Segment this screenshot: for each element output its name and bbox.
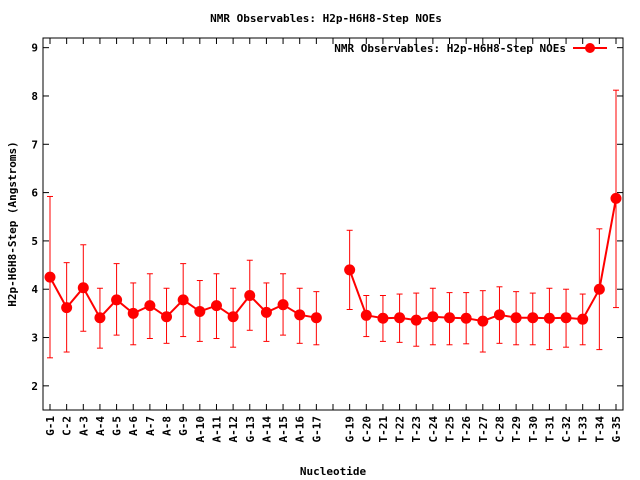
data-point [260,306,272,318]
chart-title: NMR Observables: H2p-H6H8-Step NOEs [210,12,442,25]
x-tick-label: G-9 [177,416,190,436]
x-tick-label: G-1 [44,416,57,436]
data-point [194,305,206,317]
data-points [44,192,622,327]
data-point [344,264,356,276]
y-tick-label: 4 [31,283,38,296]
data-point [177,294,189,306]
data-point [460,312,472,324]
data-point [294,309,306,321]
data-point [244,290,256,302]
y-tick-label: 7 [31,138,38,151]
x-tick-label: T-30 [527,416,540,443]
x-tick-label: G-35 [610,416,623,443]
x-tick-label: T-31 [543,416,556,443]
y-tick-label: 5 [31,235,38,248]
data-point [593,283,605,295]
data-point [577,313,589,325]
data-point [310,312,322,324]
y-tick-label: 3 [31,332,38,345]
x-tick-label: T-27 [477,416,490,443]
data-point [527,312,539,324]
x-tick-label: T-25 [444,416,457,443]
x-tick-label: T-29 [510,416,523,443]
x-tick-label: C-24 [427,416,440,443]
x-tick-label: A-11 [210,416,223,443]
series-line [49,198,617,323]
x-tick-label: T-21 [377,416,390,443]
legend-label: NMR Observables: H2p-H6H8-Step NOEs [334,42,566,55]
x-tick-label: C-32 [560,416,573,443]
data-point [394,312,406,324]
x-tick-label: T-33 [577,416,590,443]
data-point [210,300,222,312]
x-tick-label: C-28 [493,416,506,443]
x-axis-label: Nucleotide [300,465,367,478]
data-point [127,307,139,319]
x-axis: G-1 C-2 A-3 A-4 G-5 A-6 A-7 A-8 G-9 A-10 A-11 A-12 G… [44,38,623,443]
data-point [543,312,555,324]
x-tick-label: A-7 [144,416,157,436]
x-tick-label: A-16 [294,416,307,443]
data-point [377,312,389,324]
x-tick-label: G-5 [111,416,124,436]
y-tick-label: 6 [31,187,38,200]
data-point [493,309,505,321]
x-tick-label: T-22 [394,416,407,443]
x-tick-label: G-19 [344,416,357,443]
x-tick-label: C-2 [61,416,74,436]
data-point [610,192,622,204]
x-tick-label: A-15 [277,416,290,443]
x-tick-label: T-34 [593,416,606,443]
legend: NMR Observables: H2p-H6H8-Step NOEs [334,42,607,55]
data-point [444,312,456,324]
data-point [77,282,89,294]
x-tick-label: G-17 [310,416,323,443]
data-point [427,311,439,323]
plot-frame [42,37,624,411]
x-tick-label: A-14 [260,416,273,443]
data-point [277,299,289,311]
data-point [510,312,522,324]
x-tick-label: G-13 [244,416,257,443]
x-tick-label: A-3 [77,416,90,436]
data-point [61,302,73,314]
y-axis: 2 3 4 5 6 7 8 9 [31,42,623,393]
data-point [44,271,56,283]
x-tick-label: A-6 [127,416,140,436]
x-tick-label: A-12 [227,416,240,443]
legend-marker [585,43,595,53]
data-point [94,312,106,324]
x-tick-label: A-8 [161,416,174,436]
data-point [477,315,489,327]
x-tick-label: T-26 [460,416,473,443]
y-tick-label: 8 [31,90,38,103]
x-tick-label: A-4 [94,416,107,436]
x-tick-label: C-20 [360,416,373,443]
y-tick-label: 2 [31,380,38,393]
data-point [560,312,572,324]
data-point [227,311,239,323]
data-point [360,309,372,321]
x-tick-label: A-10 [194,416,207,443]
y-tick-label: 9 [31,42,38,55]
x-tick-label: T-23 [410,416,423,443]
data-point [161,311,173,323]
data-point [111,294,123,306]
data-point [144,300,156,312]
y-axis-label: H2p-H6H8-Step (Angstroms) [6,141,19,307]
data-point [410,314,422,326]
